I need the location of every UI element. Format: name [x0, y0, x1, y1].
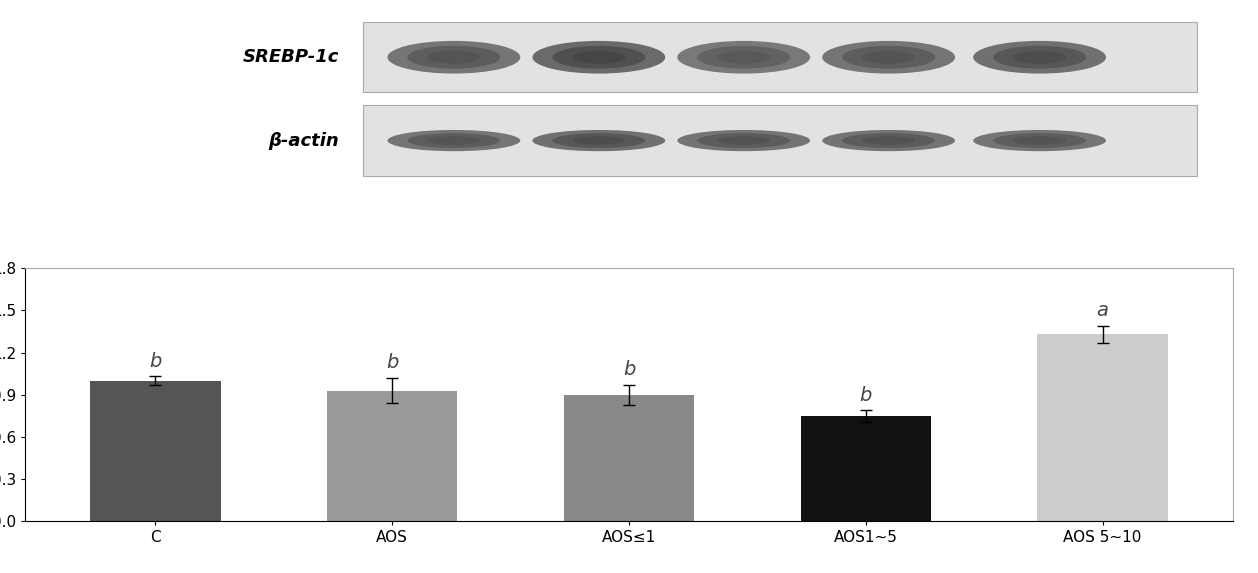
- Ellipse shape: [823, 130, 955, 151]
- Text: β-actin: β-actin: [268, 132, 340, 150]
- Ellipse shape: [1013, 50, 1067, 64]
- Ellipse shape: [717, 50, 770, 64]
- Text: SREBP-1c: SREBP-1c: [243, 48, 340, 66]
- Text: a: a: [1097, 301, 1108, 320]
- Ellipse shape: [428, 50, 481, 64]
- Ellipse shape: [572, 136, 625, 145]
- Ellipse shape: [677, 41, 810, 73]
- Bar: [564, 395, 694, 521]
- Ellipse shape: [552, 46, 645, 69]
- Bar: [1038, 334, 1167, 521]
- Ellipse shape: [974, 41, 1106, 73]
- Text: b: b: [386, 354, 399, 372]
- Ellipse shape: [387, 130, 521, 151]
- Ellipse shape: [717, 136, 770, 145]
- Ellipse shape: [428, 136, 481, 145]
- Ellipse shape: [532, 130, 665, 151]
- Ellipse shape: [697, 46, 790, 69]
- Ellipse shape: [842, 133, 935, 148]
- FancyBboxPatch shape: [364, 105, 1196, 176]
- Text: b: b: [623, 360, 635, 379]
- Ellipse shape: [862, 136, 916, 145]
- Ellipse shape: [552, 133, 645, 148]
- Bar: [800, 416, 931, 521]
- Ellipse shape: [697, 133, 790, 148]
- Ellipse shape: [532, 41, 665, 73]
- Ellipse shape: [408, 46, 501, 69]
- Ellipse shape: [993, 133, 1086, 148]
- FancyBboxPatch shape: [364, 22, 1196, 92]
- Bar: [91, 380, 220, 521]
- Ellipse shape: [974, 130, 1106, 151]
- Text: b: b: [150, 352, 161, 371]
- Ellipse shape: [1013, 136, 1067, 145]
- Ellipse shape: [993, 46, 1086, 69]
- Bar: [327, 391, 458, 521]
- Ellipse shape: [842, 46, 935, 69]
- Ellipse shape: [823, 41, 955, 73]
- Text: b: b: [859, 386, 872, 405]
- Ellipse shape: [572, 50, 625, 64]
- Ellipse shape: [387, 41, 521, 73]
- Ellipse shape: [862, 50, 916, 64]
- Ellipse shape: [677, 130, 810, 151]
- Ellipse shape: [408, 133, 501, 148]
